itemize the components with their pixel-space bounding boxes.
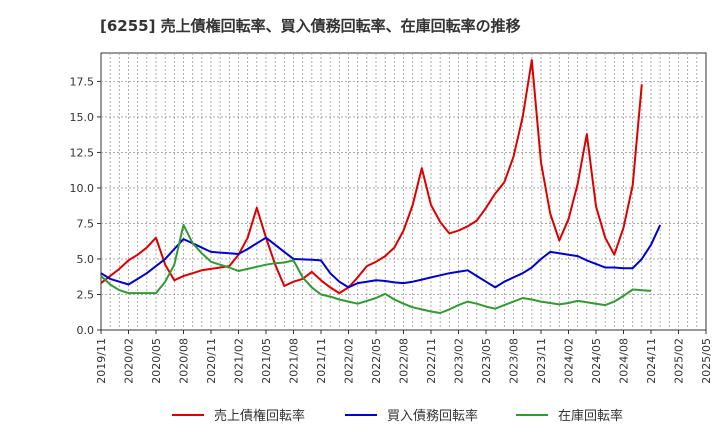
grid [101, 53, 706, 330]
x-tick-label: 2021/02 [233, 338, 246, 384]
x-tick-label: 2023/08 [508, 338, 521, 384]
x-tick-label: 2020/11 [205, 338, 218, 384]
x-axis: 2019/11 2020/02 2020/05 2020/08 2020/11 2021/… [95, 330, 713, 384]
x-tick-label: 2021/11 [315, 338, 328, 384]
x-tick-label: 2024/05 [590, 338, 603, 384]
series-line-1 [100, 59, 643, 295]
y-tick-label: 10.0 [70, 182, 95, 195]
chart-title: [6255] 売上債権回転率、買入債務回転率、在庫回転率の推移 [100, 17, 521, 35]
x-tick-label: 2020/02 [123, 338, 136, 384]
y-axis: 0.0 2.5 5.0 7.5 10.0 12.5 15.0 17.5 [70, 75, 101, 337]
x-tick-label: 2021/05 [260, 338, 273, 384]
legend-label: 売上債権回転率 [214, 408, 305, 424]
x-tick-label: 2023/02 [453, 338, 466, 384]
x-tick-label: 2020/08 [178, 338, 191, 384]
x-tick-label: 2019/11 [95, 338, 108, 384]
x-tick-label: 2020/05 [150, 338, 163, 384]
legend-label: 在庫回転率 [558, 408, 623, 424]
x-tick-label: 2024/11 [645, 338, 658, 384]
x-tick-label: 2025/05 [700, 338, 713, 384]
legend: 売上債権回転率 買入債務回転率 在庫回転率 [172, 408, 623, 424]
x-tick-label: 2022/11 [425, 338, 438, 384]
x-tick-label: 2022/05 [370, 338, 383, 384]
y-tick-label: 5.0 [77, 253, 95, 266]
y-tick-label: 17.5 [70, 75, 95, 88]
y-tick-label: 7.5 [77, 217, 95, 230]
legend-label: 買入債務回転率 [387, 408, 478, 424]
x-tick-label: 2023/05 [480, 338, 493, 384]
y-tick-label: 12.5 [70, 146, 95, 159]
x-tick-label: 2023/11 [535, 338, 548, 384]
x-tick-label: 2022/08 [398, 338, 411, 384]
y-tick-label: 15.0 [70, 111, 95, 124]
x-tick-label: 2022/02 [343, 338, 356, 384]
y-tick-label: 0.0 [77, 324, 95, 337]
x-tick-label: 2021/08 [288, 338, 301, 384]
x-tick-label: 2024/08 [618, 338, 631, 384]
x-tick-label: 2025/02 [673, 338, 686, 384]
series-line-3 [100, 223, 652, 314]
series-lines [100, 59, 662, 314]
x-tick-label: 2024/02 [563, 338, 576, 384]
y-tick-label: 2.5 [77, 288, 95, 301]
